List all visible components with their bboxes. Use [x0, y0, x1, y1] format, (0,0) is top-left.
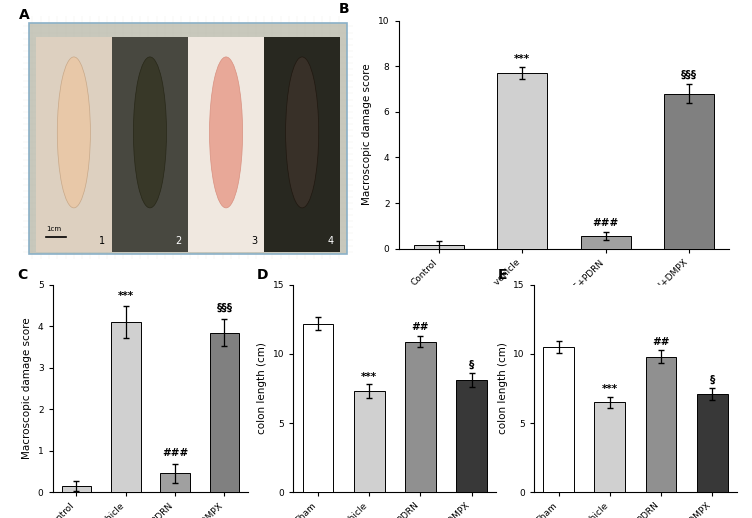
Bar: [112, 37, 188, 252]
Text: ##: ##: [411, 322, 429, 332]
Text: §: §: [469, 360, 475, 370]
Text: 2: 2: [175, 236, 181, 246]
Y-axis label: Macroscopic damage score: Macroscopic damage score: [23, 318, 32, 459]
Bar: [36, 37, 112, 252]
Bar: [543, 347, 574, 492]
Bar: [646, 357, 677, 492]
Text: D: D: [256, 268, 268, 282]
Text: ***: ***: [361, 371, 378, 382]
Bar: [111, 322, 141, 492]
Bar: [697, 394, 728, 492]
Text: §§§: §§§: [217, 303, 232, 313]
Text: A: A: [20, 8, 30, 22]
Bar: [581, 236, 631, 249]
Bar: [456, 380, 487, 492]
Text: B: B: [339, 3, 350, 17]
Bar: [264, 37, 340, 252]
Ellipse shape: [286, 57, 319, 208]
Bar: [405, 341, 436, 492]
Text: 4: 4: [327, 236, 334, 246]
Bar: [188, 37, 264, 252]
Bar: [302, 324, 333, 492]
Bar: [664, 94, 714, 249]
Bar: [594, 402, 625, 492]
Bar: [414, 245, 464, 249]
Text: 3: 3: [251, 236, 257, 246]
FancyBboxPatch shape: [29, 23, 347, 254]
Text: §§§: §§§: [681, 70, 697, 80]
Text: §: §: [710, 375, 715, 385]
Y-axis label: colon length (cm): colon length (cm): [257, 342, 267, 435]
Text: C: C: [17, 268, 28, 282]
Bar: [497, 73, 547, 249]
Y-axis label: colon length (cm): colon length (cm): [498, 342, 508, 435]
Text: ##: ##: [652, 337, 670, 347]
Bar: [62, 486, 91, 492]
Bar: [210, 333, 239, 492]
Text: ***: ***: [602, 384, 618, 394]
Bar: [160, 473, 190, 492]
Text: ###: ###: [162, 448, 188, 458]
Text: ###: ###: [593, 218, 619, 228]
Ellipse shape: [57, 57, 90, 208]
Text: ***: ***: [117, 291, 134, 300]
Text: ***: ***: [514, 54, 530, 64]
Bar: [353, 391, 384, 492]
Ellipse shape: [210, 57, 243, 208]
Text: 1: 1: [99, 236, 105, 246]
Ellipse shape: [133, 57, 166, 208]
Text: 1cm: 1cm: [46, 226, 61, 232]
Y-axis label: Macroscopic damage score: Macroscopic damage score: [362, 64, 372, 206]
Text: E: E: [497, 268, 507, 282]
